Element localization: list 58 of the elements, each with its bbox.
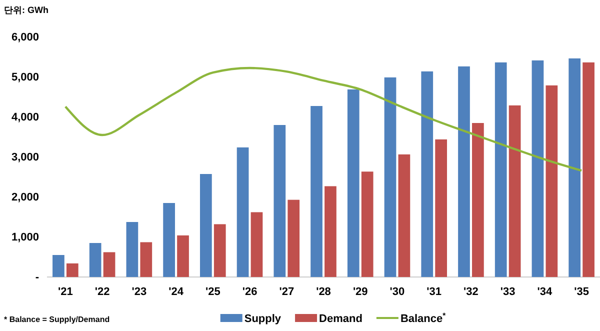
bar	[532, 60, 544, 277]
bar	[398, 154, 410, 277]
bar	[103, 252, 116, 277]
text: * Balance = Supply/Demand	[4, 315, 110, 324]
y-tick-label: 4,000	[11, 112, 39, 124]
x-tick-label: '30	[390, 286, 405, 298]
x-tick-label: '31	[426, 286, 442, 298]
bar	[200, 174, 212, 277]
bar	[384, 77, 396, 277]
x-tick-label: '22	[94, 286, 110, 298]
x-tick-label: '34	[537, 286, 554, 298]
bar	[126, 222, 138, 277]
x-tick-label: '24	[168, 286, 184, 298]
x-tick-label: '28	[316, 286, 331, 298]
bar	[546, 85, 558, 277]
x-tick-label: '32	[464, 286, 478, 298]
y-tick-label: 3,000	[11, 152, 39, 164]
bar	[163, 203, 175, 277]
x-tick-label: '21	[58, 286, 73, 298]
x-tick-label: '23	[132, 286, 147, 298]
text: 단위: GWh	[4, 5, 48, 15]
bar	[310, 106, 322, 277]
x-tick-label: '25	[205, 286, 220, 298]
bar	[214, 224, 226, 277]
bar	[236, 147, 249, 277]
bar	[508, 105, 521, 277]
bar	[347, 89, 360, 277]
bar	[66, 263, 78, 277]
x-tick-label: '26	[242, 286, 258, 298]
line-series	[64, 66, 583, 172]
bar	[435, 139, 448, 277]
legend-label: Supply	[244, 313, 282, 325]
bar	[89, 243, 102, 277]
x-tick-label: '27	[279, 286, 294, 298]
legend-label: Demand	[319, 313, 362, 325]
y-tick-label: 1,000	[11, 232, 39, 244]
x-tick-label: '33	[500, 286, 516, 298]
x-tick-label: '35	[574, 286, 589, 298]
bar	[568, 58, 581, 277]
bar	[288, 200, 300, 277]
x-tick-label: '29	[352, 286, 368, 298]
bar	[140, 242, 152, 277]
bar	[582, 62, 594, 277]
bar	[250, 212, 263, 277]
bar	[458, 66, 470, 277]
bar	[472, 123, 484, 277]
bar	[52, 255, 64, 277]
bar	[421, 71, 434, 277]
bar	[177, 235, 189, 277]
legend-label: Balance$^{*}$	[400, 310, 446, 325]
y-tick-label: 2,000	[11, 192, 39, 204]
y-tick-label: 5,000	[11, 72, 39, 84]
bar	[494, 62, 507, 277]
bar	[324, 186, 336, 277]
y-tick-label: -	[35, 272, 40, 284]
bar	[361, 172, 374, 277]
y-tick-label: 6,000	[11, 32, 39, 44]
bar	[274, 125, 286, 277]
